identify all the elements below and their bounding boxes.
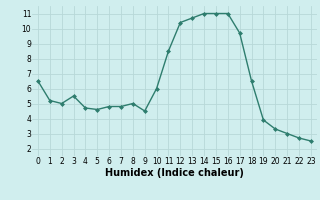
- X-axis label: Humidex (Indice chaleur): Humidex (Indice chaleur): [105, 168, 244, 178]
